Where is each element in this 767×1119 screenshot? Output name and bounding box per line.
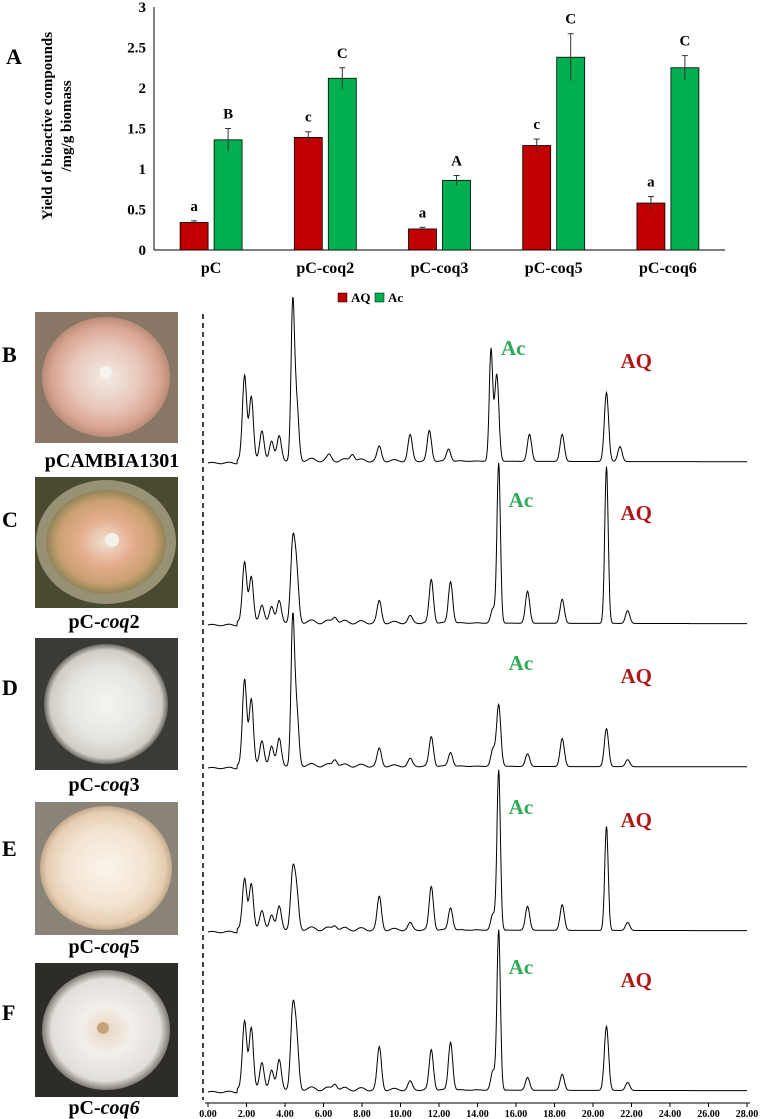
panel-letter-f: F (2, 1000, 15, 1025)
aq-peak-label: AQ (620, 664, 652, 688)
x-tick-label: 12.00 (428, 1109, 451, 1119)
aq-peak-label: AQ (620, 968, 652, 992)
legend-swatch-ac (374, 292, 385, 303)
x-tick-label: 0.00 (199, 1109, 217, 1119)
strain-label-b: pCAMBIA1301 (45, 450, 179, 472)
chromatogram-trace-c (207, 462, 747, 627)
strain-label-f: pC-coq6 (68, 1097, 139, 1119)
chromatograms: Ac AQ Ac AQ Ac AQ Ac AQ Ac AQ (207, 296, 747, 1094)
significance-letter: B (223, 107, 233, 123)
x-tick-label: 16.00 (505, 1109, 528, 1119)
x-category-label: pC-coq5 (525, 260, 583, 277)
colony-photo-d (35, 638, 178, 770)
panel-letter-e: E (2, 836, 17, 861)
y-tick-label: 3 (139, 0, 147, 16)
chromatogram-x-tick-labels: 0.00 2.00 4.00 6.00 8.00 10.00 12.00 14.00 16.00… (199, 1103, 758, 1119)
ac-peak-label: Ac (501, 336, 525, 360)
y-tick-label: 2 (139, 81, 147, 97)
colony-photo-e (35, 802, 178, 935)
chromatogram-trace-e (207, 769, 747, 934)
x-tick-label: 20.00 (582, 1109, 605, 1119)
significance-letter: c (305, 110, 312, 126)
ac-peak-label: Ac (509, 955, 534, 979)
bar-ac (442, 179, 471, 251)
y-tick-label: 0 (139, 243, 147, 259)
bar-aq (408, 228, 437, 251)
x-tick-label: 8.00 (353, 1109, 371, 1119)
significance-letter: a (647, 175, 655, 191)
x-category-labels: pC pC-coq2 pC-coq3 pC-coq5 pC-coq6 (201, 260, 697, 277)
x-tick-label: 2.00 (238, 1109, 256, 1119)
y-tick-label: 0.5 (127, 203, 146, 219)
significance-letter: a (190, 199, 198, 215)
aq-peak-label: AQ (620, 349, 652, 373)
x-category-label: pC-coq3 (411, 260, 469, 277)
bar-aq (179, 222, 209, 251)
strain-label-d: pC-coq3 (68, 774, 139, 796)
x-tick-label: 22.00 (620, 1109, 643, 1119)
bar-ac (670, 67, 700, 251)
significance-letter: a (419, 205, 427, 221)
chromatogram-trace-f (207, 929, 747, 1094)
legend-label-ac: Ac (388, 290, 403, 305)
bar-chart: Yield of bioactive compounds /mg/g bioma… (40, 0, 725, 305)
panel-letter-c: C (2, 507, 18, 532)
x-category-label: pC (201, 260, 221, 277)
bars: a B c Ca Ac Ca C (179, 12, 700, 251)
y-axis-label-line1: Yield of bioactive compounds (40, 32, 56, 220)
legend-label-aq: AQ (351, 290, 371, 305)
bar-aq (522, 145, 552, 251)
legend: AQ Ac (337, 290, 403, 305)
y-axis-label-line2: /mg/g biomass (59, 80, 75, 172)
y-tick-labels: 0 0.5 1 1.5 2 2.5 3 (127, 0, 146, 259)
strain-label-e: pC-coq5 (68, 936, 139, 958)
colony-photo-b (35, 312, 178, 443)
panel-letter-a: A (6, 44, 22, 69)
significance-letter: C (565, 12, 576, 28)
significance-letter: C (679, 34, 690, 50)
x-tick-label: 18.00 (543, 1109, 566, 1119)
x-tick-label: 10.00 (389, 1109, 412, 1119)
aq-peak-label: AQ (620, 501, 652, 525)
x-tick-label: 14.00 (466, 1109, 489, 1119)
significance-letter: A (451, 153, 462, 169)
bar-ac (327, 77, 357, 251)
bar-aq (293, 137, 323, 251)
panel-letter-d: D (2, 675, 18, 700)
colony-photo-f (35, 963, 178, 1097)
y-tick-label: 2.5 (127, 41, 146, 57)
bar-ac (556, 56, 586, 251)
y-tick-label: 1.5 (127, 122, 146, 138)
x-tick-label: 28.00 (736, 1109, 759, 1119)
ac-peak-label: Ac (509, 795, 534, 819)
y-tick-label: 1 (139, 162, 147, 178)
strain-label-c: pC-coq2 (68, 611, 139, 633)
chromatogram-trace-b (207, 296, 747, 465)
x-tick-label: 26.00 (697, 1109, 720, 1119)
ac-peak-label: Ac (509, 488, 534, 512)
x-category-label: pC-coq6 (639, 260, 697, 277)
x-category-label: pC-coq2 (296, 260, 354, 277)
colony-photo-c (35, 477, 178, 608)
chromatogram-trace-d (207, 612, 747, 770)
significance-letter: C (337, 46, 348, 62)
legend-swatch-aq (337, 292, 348, 303)
panel-letter-b: B (2, 342, 17, 367)
x-tick-label: 6.00 (315, 1109, 333, 1119)
bar-ac (213, 139, 243, 251)
x-tick-label: 4.00 (276, 1109, 294, 1119)
aq-peak-label: AQ (620, 808, 652, 832)
ac-peak-label: Ac (509, 651, 534, 675)
significance-letter: c (533, 117, 540, 133)
x-tick-label: 24.00 (659, 1109, 682, 1119)
bar-aq (636, 202, 666, 251)
